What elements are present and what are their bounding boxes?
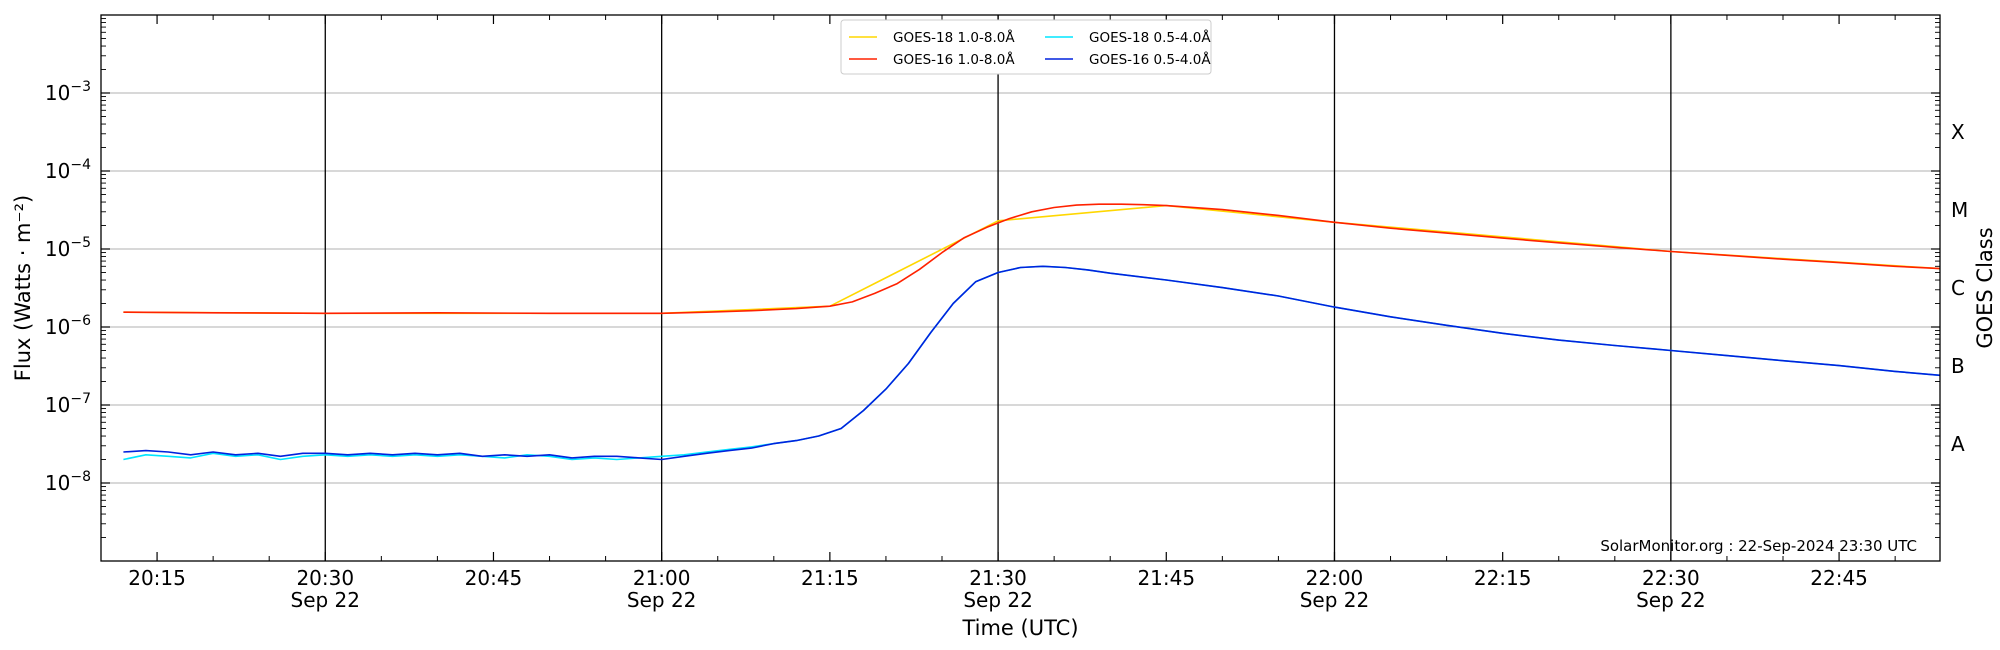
x-tick-date-label: Sep 22 (1636, 588, 1706, 612)
series-line (123, 203, 1941, 315)
x-tick-date-label: Sep 22 (291, 588, 361, 612)
legend-label: GOES-18 0.5-4.0Å (1089, 29, 1211, 46)
x-tick-label: 22:30 (1642, 566, 1700, 590)
x-tick-label: 21:45 (1137, 566, 1195, 590)
y-tick-label: 10−3 (45, 79, 91, 105)
time-markers (324, 15, 1672, 561)
y-tick-label: 10−4 (45, 157, 91, 183)
legend-label: GOES-16 1.0-8.0Å (893, 51, 1015, 68)
x-tick-label: 20:30 (296, 566, 354, 590)
series-line (123, 265, 1941, 461)
x-tick-label: 22:45 (1810, 566, 1868, 590)
goes-class-label: X (1951, 120, 1965, 144)
x-tick-label: 21:15 (801, 566, 859, 590)
y-tick-label: 10−7 (45, 391, 91, 417)
credit-text: SolarMonitor.org : 22-Sep-2024 23:30 UTC (1600, 537, 1917, 555)
y-axis-title: Flux (Watts · m⁻²) (11, 195, 35, 381)
x-axis-title: Time (UTC) (961, 616, 1078, 640)
y-tick-label: 10−6 (45, 313, 91, 339)
legend-box (840, 19, 1212, 75)
class-axis-title: GOES Class (1973, 227, 1997, 348)
legend-label: GOES-16 0.5-4.0Å (1089, 51, 1211, 68)
series-line (123, 265, 1941, 461)
goes-class-label: C (1951, 276, 1965, 300)
x-tick-label: 22:15 (1474, 566, 1532, 590)
x-tick-label: 22:00 (1306, 566, 1364, 590)
x-tick-label: 21:00 (633, 566, 691, 590)
x-tick-label: 20:15 (128, 566, 186, 590)
series-line (123, 204, 1941, 315)
goes-class-axis: X M C B A (1951, 120, 1968, 456)
y-axis: 10−3 10−4 10−5 10−6 10−7 10−8 (45, 18, 1940, 538)
x-tick-date-label: Sep 22 (627, 588, 697, 612)
x-tick-date-label: Sep 22 (1300, 588, 1370, 612)
goes-class-label: A (1951, 432, 1965, 456)
goes-class-label: B (1951, 354, 1965, 378)
goes-class-label: M (1951, 198, 1968, 222)
grid-lines (101, 92, 1940, 484)
x-tick-date-label: Sep 22 (963, 588, 1033, 612)
legend-label: GOES-18 1.0-8.0Å (893, 29, 1015, 46)
plot-frame (100, 14, 1941, 562)
x-tick-label: 21:30 (969, 566, 1027, 590)
series-lines (123, 203, 1941, 461)
y-tick-label: 10−5 (45, 235, 91, 261)
x-tick-label: 20:45 (465, 566, 523, 590)
legend: GOES-18 1.0-8.0Å GOES-18 0.5-4.0Å GOES-16 … (840, 19, 1212, 75)
y-tick-label: 10−8 (45, 469, 91, 495)
